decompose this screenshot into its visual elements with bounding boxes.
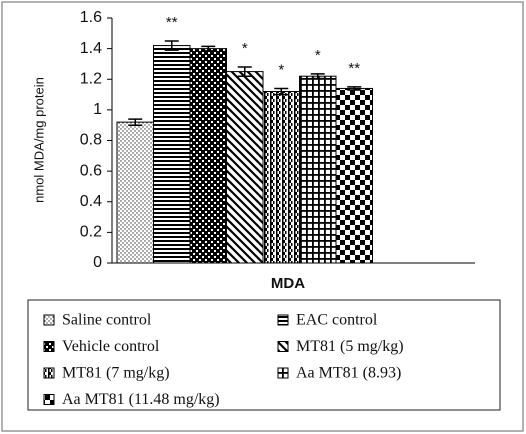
- error-bar: [310, 73, 325, 80]
- legend-label: Aa MT81 (11.48 mg/kg): [62, 391, 220, 408]
- bar: [335, 87, 373, 264]
- significance-label: *: [315, 47, 321, 64]
- significance-label: **: [166, 14, 178, 31]
- error-bar: [201, 45, 216, 52]
- legend-label: MT81 (7 mg/kg): [62, 365, 170, 382]
- legend-swatch: [43, 314, 55, 326]
- legend-label: Saline control: [62, 312, 152, 329]
- y-tick-label: 1.4: [80, 40, 102, 57]
- significance-label: *: [242, 40, 248, 57]
- y-tick-label: 0.6: [80, 162, 102, 179]
- y-tick-label: 0.2: [80, 224, 102, 241]
- legend-label: EAC control: [296, 312, 378, 329]
- legend-swatch: [277, 367, 289, 379]
- y-tick-label: 0.4: [80, 193, 102, 210]
- legend-label: Aa MT81 (8.93): [296, 365, 401, 382]
- bar: [226, 71, 264, 264]
- y-axis-label: nmol MDA/mg protein: [31, 77, 46, 203]
- legend-swatch: [277, 341, 289, 352]
- error-bar: [237, 66, 252, 77]
- y-tick-label: 0: [93, 254, 102, 271]
- bar: [116, 121, 154, 264]
- bar: [189, 48, 227, 264]
- legend-label: Vehicle control: [62, 338, 160, 355]
- error-bar: [274, 87, 289, 96]
- error-bar: [164, 40, 179, 51]
- bar: [299, 75, 337, 264]
- legend-box: [27, 299, 501, 411]
- legend-swatch: [43, 367, 55, 379]
- bar: [262, 91, 300, 264]
- error-bar: [128, 118, 143, 126]
- significance-label: **: [348, 60, 360, 77]
- legend-swatch: [43, 394, 55, 405]
- x-tick-label: MDA: [271, 275, 305, 292]
- significance-label: *: [278, 61, 284, 78]
- error-bar: [347, 86, 362, 91]
- y-tick-label: 1.6: [80, 9, 102, 26]
- y-tick-label: 1: [93, 101, 102, 118]
- legend-swatch: [43, 341, 55, 352]
- y-tick-label: 0.8: [80, 132, 102, 149]
- legend-label: MT81 (5 mg/kg): [296, 338, 404, 355]
- bar: [153, 45, 191, 264]
- legend-swatch: [277, 314, 289, 326]
- y-tick-label: 1.2: [80, 70, 102, 87]
